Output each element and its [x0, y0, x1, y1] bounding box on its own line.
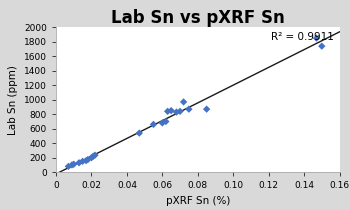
Point [92, 154, 98, 157]
Text: R² = 0.9911: R² = 0.9911 [271, 32, 334, 42]
Title: Lab Sn vs pXRF Sn: Lab Sn vs pXRF Sn [111, 9, 285, 27]
Point [150, 123, 156, 126]
Point [314, 37, 319, 40]
Point [83, 159, 89, 162]
Point [136, 131, 142, 135]
Point [319, 45, 324, 48]
Point [165, 110, 170, 113]
Point [174, 110, 179, 114]
Point [80, 160, 85, 163]
Y-axis label: Lab Sn (ppm): Lab Sn (ppm) [8, 65, 19, 135]
Point [163, 120, 169, 123]
Point [65, 165, 71, 168]
Point [89, 156, 94, 159]
Point [71, 163, 77, 166]
Point [177, 110, 183, 113]
X-axis label: pXRF Sn (%): pXRF Sn (%) [166, 196, 230, 206]
Point [168, 109, 174, 112]
Point [181, 100, 186, 104]
Point [160, 121, 165, 125]
Point [90, 155, 96, 158]
Point [76, 161, 82, 164]
Point [186, 108, 192, 111]
Point [69, 163, 75, 167]
Point [85, 158, 91, 161]
Point [204, 108, 209, 111]
